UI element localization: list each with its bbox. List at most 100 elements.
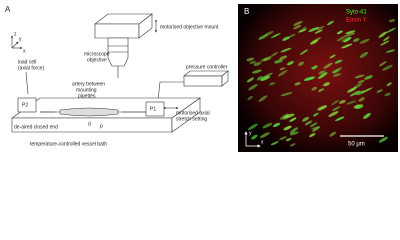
nucleus bbox=[317, 25, 325, 31]
nucleus bbox=[354, 74, 365, 79]
nucleus bbox=[329, 54, 336, 59]
nucleus bbox=[359, 38, 370, 44]
panel-b: B Syto-41 Eosin Y y x 50 μm bbox=[238, 4, 398, 152]
nucleus bbox=[299, 49, 308, 55]
legend-entry: Eosin Y bbox=[346, 18, 367, 24]
nucleus bbox=[247, 123, 258, 131]
nucleus bbox=[270, 33, 281, 39]
nucleus bbox=[336, 35, 347, 42]
nucleus bbox=[333, 73, 342, 77]
nucleus bbox=[384, 92, 391, 97]
nucleus bbox=[280, 92, 293, 97]
nucleus bbox=[311, 86, 318, 91]
nucleus bbox=[253, 61, 262, 67]
panel-a: A z y x motorised objective mount micros… bbox=[5, 5, 229, 147]
annotation: motorised objective mount bbox=[160, 24, 219, 30]
nucleus bbox=[358, 97, 365, 102]
nucleus bbox=[353, 38, 360, 42]
nucleus bbox=[383, 36, 390, 42]
nucleus bbox=[293, 24, 302, 30]
nucleus bbox=[280, 47, 292, 53]
nucleus bbox=[293, 21, 303, 26]
nucleus bbox=[285, 137, 292, 142]
nucleus bbox=[334, 59, 343, 64]
nucleus bbox=[302, 116, 309, 122]
nucleus bbox=[256, 75, 263, 81]
nucleus bbox=[279, 67, 286, 71]
nucleus bbox=[388, 19, 396, 23]
nucleus bbox=[294, 82, 301, 86]
nucleus bbox=[354, 90, 366, 96]
axis-label: x bbox=[261, 139, 264, 145]
nucleus bbox=[326, 20, 334, 26]
scale-bar-label: 50 μm bbox=[348, 142, 365, 148]
nucleus bbox=[341, 36, 350, 43]
nucleus bbox=[270, 51, 279, 58]
nucleus bbox=[282, 36, 291, 41]
annotation: stretch setting bbox=[176, 116, 207, 122]
nucleus bbox=[274, 59, 283, 64]
nucleus bbox=[309, 133, 316, 138]
nucleus bbox=[289, 127, 299, 134]
nucleus bbox=[380, 40, 390, 46]
nucleus bbox=[353, 104, 360, 109]
axis-label: y bbox=[249, 130, 252, 136]
annotation: artery between bbox=[72, 81, 105, 87]
nucleus bbox=[386, 82, 392, 87]
nucleus bbox=[270, 141, 279, 146]
nucleus bbox=[347, 87, 357, 93]
nucleus bbox=[341, 43, 353, 49]
nucleus bbox=[318, 70, 326, 75]
figure: A z y x motorised objective mount micros… bbox=[5, 4, 398, 152]
panel-label: A bbox=[5, 5, 11, 14]
nucleus bbox=[345, 100, 357, 105]
nucleus bbox=[308, 26, 320, 32]
nucleus bbox=[303, 76, 316, 81]
pressure-label: P1 bbox=[150, 106, 156, 112]
nucleus bbox=[287, 61, 294, 66]
nucleus bbox=[378, 31, 388, 38]
nucleus bbox=[312, 112, 319, 117]
annotation: objective bbox=[87, 57, 107, 63]
nucleus bbox=[259, 132, 270, 139]
nucleus bbox=[338, 99, 346, 104]
nucleus bbox=[260, 75, 271, 81]
annotation: (axial force) bbox=[18, 65, 44, 71]
nucleus bbox=[357, 79, 365, 84]
nucleus bbox=[364, 75, 373, 80]
nucleus bbox=[252, 69, 262, 74]
nucleus bbox=[283, 125, 292, 131]
nucleus bbox=[310, 65, 317, 70]
nucleus bbox=[382, 64, 393, 71]
annotation: d bbox=[88, 121, 91, 127]
nucleus bbox=[359, 51, 369, 58]
nucleus bbox=[343, 37, 352, 43]
cell-nuclei bbox=[246, 19, 396, 147]
annotation: mounting bbox=[76, 87, 97, 93]
pressure-label: P2 bbox=[22, 102, 28, 108]
nucleus bbox=[260, 57, 268, 62]
annotation: pipettes bbox=[78, 93, 96, 99]
annotation: de-aired closed end bbox=[14, 124, 58, 130]
annotation: pressure controller bbox=[186, 64, 228, 70]
nucleus bbox=[378, 136, 388, 143]
nucleus bbox=[279, 136, 287, 141]
nucleus bbox=[314, 29, 323, 34]
axis-label: z bbox=[14, 31, 17, 37]
legend-entry: Syto-41 bbox=[346, 10, 367, 16]
nucleus bbox=[345, 32, 356, 37]
nucleus bbox=[246, 57, 255, 62]
annotation: load cell bbox=[18, 59, 36, 65]
nucleus bbox=[246, 77, 255, 83]
nucleus bbox=[251, 134, 258, 140]
nucleus bbox=[277, 69, 288, 77]
nucleus bbox=[298, 28, 307, 33]
nucleus bbox=[289, 143, 296, 147]
annotation: motorised axial bbox=[176, 110, 210, 116]
nucleus bbox=[386, 27, 396, 33]
nucleus bbox=[289, 33, 296, 38]
nucleus bbox=[258, 95, 268, 102]
nucleus bbox=[323, 62, 333, 69]
nucleus bbox=[263, 31, 274, 37]
nucleus bbox=[378, 61, 387, 67]
